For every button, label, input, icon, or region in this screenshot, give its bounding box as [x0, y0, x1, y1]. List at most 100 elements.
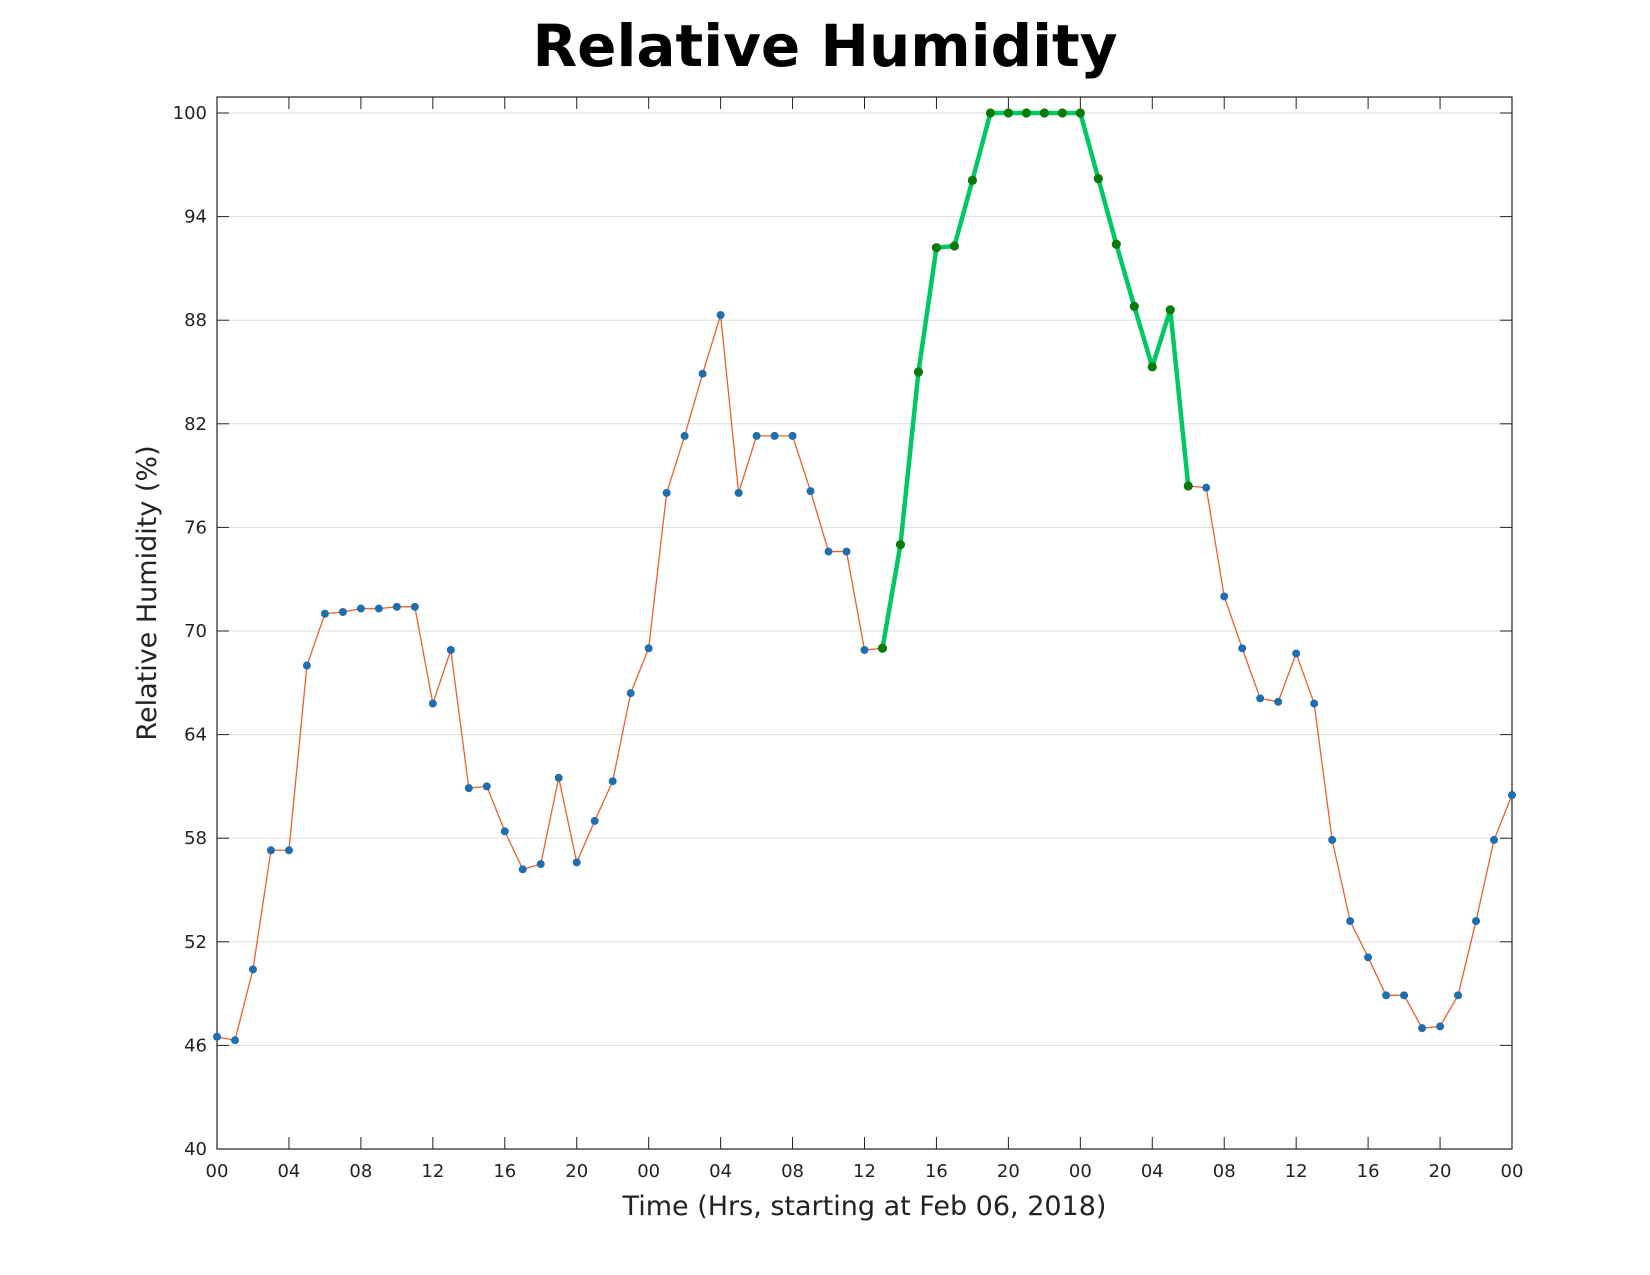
data-point [1274, 697, 1283, 706]
highlight-point [895, 540, 906, 550]
data-point [356, 604, 365, 613]
plot-frame [216, 96, 1513, 1150]
data-point [608, 777, 617, 786]
highlight-point [1075, 108, 1085, 118]
y-tick-label: 52 [184, 932, 207, 953]
data-point [428, 699, 437, 708]
y-tick-label: 94 [184, 207, 207, 228]
data-point [1238, 644, 1247, 653]
x-tick-label: 12 [1285, 1161, 1308, 1182]
x-tick-label: 00 [1069, 1161, 1092, 1182]
data-point [734, 488, 743, 497]
highlight-point [1021, 108, 1031, 118]
data-point [662, 488, 671, 497]
chart-title: Relative Humidity [532, 12, 1118, 80]
highlight-point [1039, 108, 1049, 118]
data-point [464, 784, 473, 793]
data-point [770, 431, 779, 440]
x-tick-label: 16 [925, 1161, 948, 1182]
data-point [626, 689, 635, 698]
y-tick-label: 70 [184, 621, 207, 642]
x-tick-label: 04 [1141, 1161, 1164, 1182]
data-point [788, 431, 797, 440]
highlight-point [967, 175, 978, 185]
data-point [518, 865, 527, 874]
data-point [590, 816, 599, 825]
highlight-point [931, 243, 942, 253]
data-point [1508, 791, 1516, 800]
data-point [1490, 835, 1499, 844]
highlight-point [1111, 239, 1121, 249]
highlight-point [1183, 481, 1193, 491]
data-point [554, 773, 563, 782]
data-point [842, 547, 851, 556]
data-point [1472, 917, 1481, 926]
highlight-point [949, 241, 960, 251]
y-tick-label: 76 [184, 517, 207, 538]
data-point [698, 369, 707, 378]
data-point [500, 827, 509, 836]
highlight-point [1003, 108, 1013, 118]
data-point [446, 645, 455, 654]
data-point [338, 608, 347, 617]
x-tick-label: 00 [637, 1161, 660, 1182]
data-point [1310, 699, 1319, 708]
x-tick-label: 20 [997, 1161, 1020, 1182]
y-tick-label: 46 [184, 1035, 207, 1056]
x-tick-label: 08 [1213, 1161, 1236, 1182]
series-line [216, 112, 1513, 1041]
data-point [230, 1036, 239, 1045]
x-tick-label: 08 [781, 1161, 804, 1182]
x-tick-label: 16 [493, 1161, 516, 1182]
data-point [1220, 592, 1229, 601]
x-axis-title: Time (Hrs, starting at Feb 06, 2018) [622, 1191, 1107, 1222]
x-tick-label: 20 [1429, 1161, 1452, 1182]
data-point [213, 1032, 221, 1041]
data-point [1382, 991, 1391, 1000]
x-tick-label: 00 [206, 1161, 229, 1182]
y-axis-title: Relative Humidity (%) [132, 445, 163, 740]
highlight-point [913, 367, 924, 377]
x-tick-label: 04 [709, 1161, 732, 1182]
x-tick-label: 16 [1357, 1161, 1380, 1182]
data-point [1454, 991, 1463, 1000]
data-point [860, 645, 869, 654]
data-point [644, 644, 653, 653]
data-point [806, 487, 815, 496]
data-point [410, 602, 419, 611]
x-tick-label: 04 [277, 1161, 300, 1182]
data-point [536, 860, 545, 869]
data-point [320, 609, 329, 618]
data-point [482, 782, 491, 791]
highlight-point [985, 108, 996, 118]
highlight-point [877, 643, 888, 653]
data-point [392, 602, 401, 611]
data-point [374, 604, 383, 613]
highlight-point [1093, 174, 1103, 184]
data-point [248, 965, 257, 974]
data-point [572, 858, 581, 867]
data-point [1202, 483, 1211, 492]
data-point [716, 311, 725, 320]
x-tick-label: 00 [1501, 1161, 1524, 1182]
x-tick-label: 12 [853, 1161, 876, 1182]
y-tick-label: 100 [173, 103, 207, 124]
y-tick-label: 40 [184, 1139, 207, 1160]
y-tick-label: 88 [184, 310, 207, 331]
data-point [284, 846, 293, 855]
highlight-point [1147, 362, 1157, 372]
x-tick-label: 12 [421, 1161, 444, 1182]
data-point [302, 661, 311, 670]
data-point [266, 846, 275, 855]
data-point [1364, 953, 1373, 962]
data-point [680, 431, 689, 440]
y-tick-label: 58 [184, 828, 207, 849]
data-point [752, 431, 761, 440]
highlight-point [1165, 305, 1175, 315]
data-point [1256, 694, 1265, 703]
data-point [824, 547, 833, 556]
highlight-point [1129, 301, 1139, 311]
y-tick-label: 64 [184, 725, 207, 746]
highlight-line [880, 110, 1191, 649]
